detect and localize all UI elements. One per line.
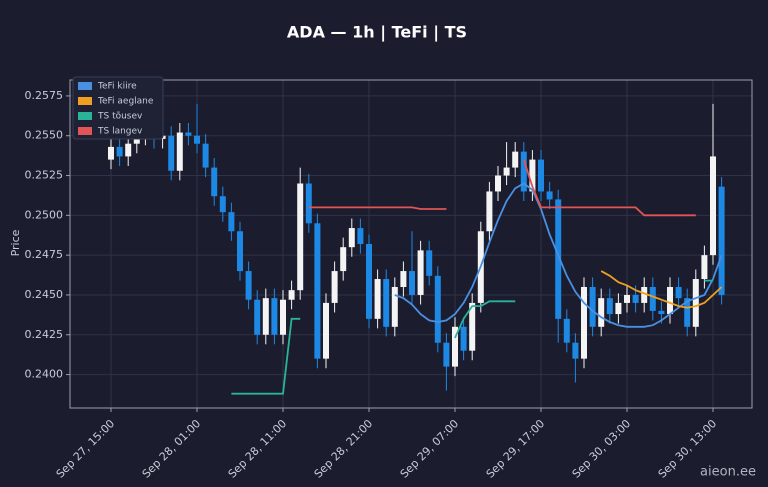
candle-body (357, 228, 364, 244)
candle-body (271, 298, 278, 335)
candle-body (426, 250, 433, 276)
y-axis-label: Price (9, 229, 22, 256)
candle-body (374, 279, 381, 319)
legend-swatch (78, 82, 92, 90)
y-tick-label: 0.2425 (25, 328, 64, 341)
candle-body (409, 271, 415, 295)
candle-body (701, 255, 708, 280)
candle-body (366, 244, 372, 319)
candle-body (598, 298, 605, 327)
plot-frame (69, 79, 753, 409)
candle-body (555, 199, 562, 319)
candle-body (452, 326, 458, 367)
overlay-line (308, 159, 696, 217)
candle-body (641, 286, 648, 303)
candle-body (314, 223, 321, 359)
candle-body (228, 212, 235, 232)
legend-label: TS langev (97, 127, 143, 137)
candle-body (538, 159, 544, 192)
candle-body (202, 143, 209, 168)
candle-body (469, 302, 476, 351)
legend-label: TeFi aeglane (97, 97, 154, 107)
candle-body (606, 298, 613, 315)
candle-body (520, 151, 527, 192)
candle-body (443, 342, 450, 367)
candle-body (125, 143, 132, 157)
candle-body (400, 271, 407, 287)
candle-body (615, 302, 622, 315)
candle-body (563, 318, 570, 343)
y-tick-label: 0.2500 (25, 208, 64, 221)
watermark: aieon.ee (700, 465, 756, 480)
candle-body (185, 132, 192, 136)
candle-body (323, 302, 329, 359)
candle-body (684, 298, 691, 327)
candle-body (211, 167, 218, 197)
candle-body (589, 286, 596, 327)
candle-body (176, 132, 183, 171)
candle-body (219, 196, 226, 213)
candle-body (340, 247, 347, 272)
candle-body (572, 342, 579, 359)
y-tick-label: 0.2550 (25, 129, 64, 142)
candle-body (512, 151, 519, 168)
candle-body (658, 310, 665, 315)
plot (108, 103, 725, 395)
candle-body (297, 183, 304, 291)
candle-body (495, 175, 501, 192)
chart-title: ADA — 1h | TeFi | TS (287, 23, 467, 43)
legend-label: TeFi kiire (97, 82, 137, 92)
overlay-line (600, 270, 723, 309)
overlay-line (394, 182, 723, 328)
legend-label: TS tõusev (97, 112, 143, 122)
candle-body (288, 290, 295, 300)
candle-body (133, 135, 140, 144)
candle-body (116, 146, 123, 157)
candle-body (503, 167, 510, 176)
candle-body (649, 286, 656, 311)
y-tick-label: 0.2575 (25, 89, 64, 102)
candle-body (254, 299, 261, 335)
y-tick-label: 0.2400 (25, 368, 64, 381)
candle-body (718, 186, 725, 295)
y-tick-label: 0.2525 (25, 169, 64, 182)
candle-body (417, 250, 424, 295)
candle-body (692, 279, 699, 327)
legend-swatch (78, 127, 92, 135)
candle-body (262, 298, 269, 335)
candle-body (391, 286, 398, 327)
candle-body (305, 183, 312, 224)
legend-swatch (78, 97, 92, 105)
candle-body (675, 286, 682, 299)
candle-body (194, 135, 200, 144)
y-tick-label: 0.2475 (25, 248, 64, 261)
candle-body (383, 279, 390, 327)
legend: TeFi kiire TeFi aeglane TS tõusev TS langev (72, 76, 164, 140)
candle-body (486, 191, 493, 232)
legend-swatch (78, 112, 92, 120)
candle-body (434, 275, 441, 343)
candle-body (667, 286, 673, 315)
candle-body (546, 191, 553, 200)
candle-body (624, 294, 630, 303)
candle-body (108, 146, 114, 160)
candle-body (331, 271, 338, 303)
legend-box (72, 76, 164, 140)
candle-body (168, 135, 175, 171)
candle-body (710, 156, 716, 256)
candle-body (237, 231, 243, 272)
y-tick-label: 0.2450 (25, 288, 64, 301)
candle-body (348, 228, 355, 248)
candle-body (460, 326, 467, 351)
candle-body (280, 299, 286, 335)
candle-body (581, 286, 587, 359)
overlay-line (231, 279, 713, 395)
candle-body (245, 271, 252, 300)
candle-body (632, 294, 639, 303)
candle-body (529, 159, 536, 192)
